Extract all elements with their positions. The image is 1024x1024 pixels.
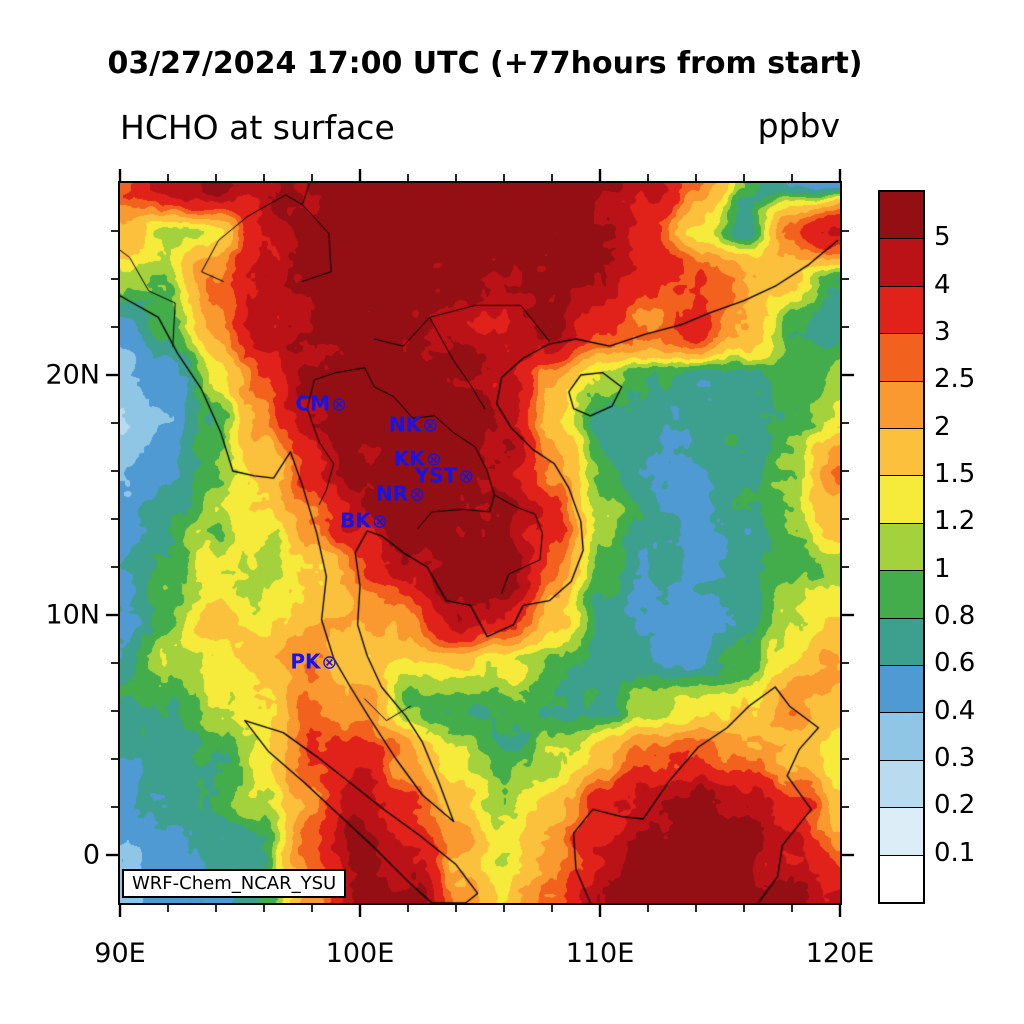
station-label: PK: [290, 649, 321, 674]
x-tick-label-120E: 120E: [805, 938, 875, 969]
colorbar-cell: [880, 807, 923, 855]
stations-layer: CM⊗ NK⊗ KK⊗ YST⊗ NR⊗ BK⊗ PK⊗: [120, 183, 840, 903]
colorbar-cell: [880, 238, 923, 286]
map-plot: CM⊗ NK⊗ KK⊗ YST⊗ NR⊗ BK⊗ PK⊗ WRF-Chem_NCAR_YSU: [118, 181, 842, 905]
colorbar-tick-label-0.3: 0.3: [934, 743, 976, 773]
colorbar-cell: [880, 380, 923, 429]
y-tick-label-20N: 20N: [45, 359, 100, 391]
colorbar-tick-label-0.6: 0.6: [934, 648, 976, 679]
colorbar-cell: [880, 192, 923, 239]
station-label: NR: [375, 481, 409, 506]
station-circle-cross-icon: ⊗: [371, 510, 388, 533]
station-circle-cross-icon: ⊗: [422, 414, 439, 437]
colorbar-cell: [880, 617, 923, 666]
colorbar-tick-label-0.8: 0.8: [934, 601, 976, 631]
colorbar-cell: [880, 428, 923, 476]
station-circle-cross-icon: ⊗: [321, 651, 338, 674]
station-label: NK: [389, 412, 422, 437]
colorbar-cell: [880, 522, 923, 571]
colorbar-tick-label-1: 1: [934, 553, 951, 584]
colorbar-tick-label-1.5: 1.5: [934, 459, 976, 489]
colorbar-cell: [880, 285, 923, 334]
station-marker-KK: KK⊗: [394, 449, 442, 470]
station-marker-YST: YST⊗: [415, 465, 474, 486]
station-marker-BK: BK⊗: [340, 511, 388, 532]
model-watermark: WRF-Chem_NCAR_YSU: [122, 869, 347, 898]
hcho-field-canvas: [120, 183, 840, 903]
colorbar-tick-label-2.5: 2.5: [934, 364, 976, 395]
x-tick-label-100E: 100E: [325, 938, 395, 969]
colorbar-cell: [880, 665, 923, 713]
colorbar-tick-label-5: 5: [934, 222, 951, 253]
colorbar-tick-label-2: 2: [934, 411, 951, 442]
station-label: YST: [414, 463, 458, 488]
y-tick-label-10N: 10N: [45, 599, 100, 631]
colorbar-cell: [880, 475, 923, 523]
colorbar-tick-label-3: 3: [934, 317, 951, 347]
station-marker-PK: PK⊗: [290, 651, 337, 672]
station-marker-NR: NR⊗: [376, 483, 425, 504]
colorbar-cell: [880, 570, 923, 618]
station-circle-cross-icon: ⊗: [409, 483, 425, 506]
variable-title: HCHO at surface: [120, 108, 395, 147]
station-marker-NK: NK⊗: [389, 415, 438, 436]
station-circle-cross-icon: ⊗: [458, 465, 475, 488]
station-label: CM: [295, 391, 331, 416]
x-tick-label-90E: 90E: [94, 938, 146, 969]
x-tick-label-110E: 110E: [565, 938, 635, 969]
colorbar-tick-label-4: 4: [934, 269, 951, 300]
colorbar-tick-label-1.2: 1.2: [934, 506, 976, 537]
station-circle-cross-icon: ⊗: [331, 393, 347, 416]
colorbar-tick-label-0.2: 0.2: [934, 790, 976, 821]
colorbar-tick-label-0.1: 0.1: [934, 837, 976, 868]
station-label: KK: [393, 446, 425, 471]
station-circle-cross-icon: ⊗: [425, 448, 442, 471]
colorbar-units-label: ppbv: [757, 106, 840, 145]
colorbar-tick-label-0.4: 0.4: [934, 695, 976, 726]
colorbar-cell: [880, 759, 923, 808]
colorbar: [878, 190, 925, 904]
station-label: BK: [340, 508, 371, 533]
station-marker-CM: CM⊗: [295, 393, 347, 414]
colorbar-cell: [880, 712, 923, 760]
colorbar-cell: [880, 854, 923, 903]
colorbar-cell: [880, 333, 923, 381]
figure-datetime-title: 03/27/2024 17:00 UTC (+77hours from star…: [107, 46, 863, 81]
y-tick-label-0: 0: [82, 839, 100, 871]
